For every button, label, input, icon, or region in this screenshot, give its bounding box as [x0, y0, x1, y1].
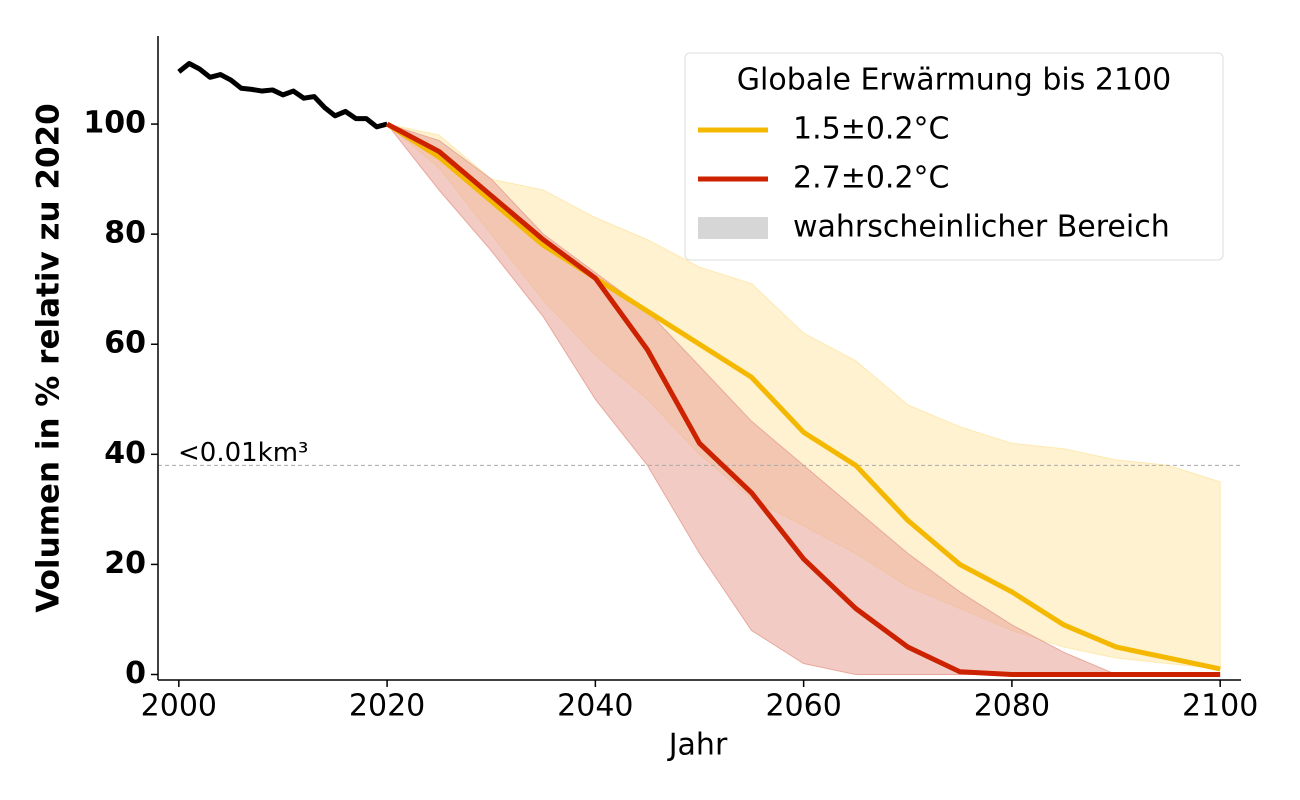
legend-box	[684, 52, 1224, 261]
x-tick-label: 2080	[974, 689, 1050, 724]
y-tick-label: 40	[104, 436, 146, 471]
reference-label: <0.01km³	[178, 438, 308, 468]
legend-title: Globale Erwärmung bis 2100	[737, 63, 1171, 98]
x-tick-label: 2000	[141, 689, 217, 724]
legend-swatch	[698, 217, 768, 239]
x-axis-label: Jahr	[667, 728, 728, 763]
legend-label: 2.7±0.2°C	[793, 161, 950, 196]
legend-label: 1.5±0.2°C	[793, 112, 950, 147]
y-tick-label: 100	[83, 106, 146, 141]
x-tick-label: 2040	[557, 689, 633, 724]
y-axis-label: Volumen in % relativ zu 2020	[31, 103, 67, 612]
y-tick-label: 80	[104, 216, 146, 251]
series-line	[385, 121, 1221, 677]
y-tick-label: 60	[104, 326, 146, 361]
x-tick-label: 2100	[1182, 689, 1258, 724]
y-tick-label: 20	[104, 546, 146, 581]
legend-label: wahrscheinlicher Bereich	[793, 210, 1170, 245]
x-tick-label: 2060	[765, 689, 841, 724]
history-line	[177, 61, 388, 130]
y-tick-label: 0	[125, 656, 146, 691]
series-line	[385, 121, 1221, 672]
x-tick-label: 2020	[349, 689, 425, 724]
